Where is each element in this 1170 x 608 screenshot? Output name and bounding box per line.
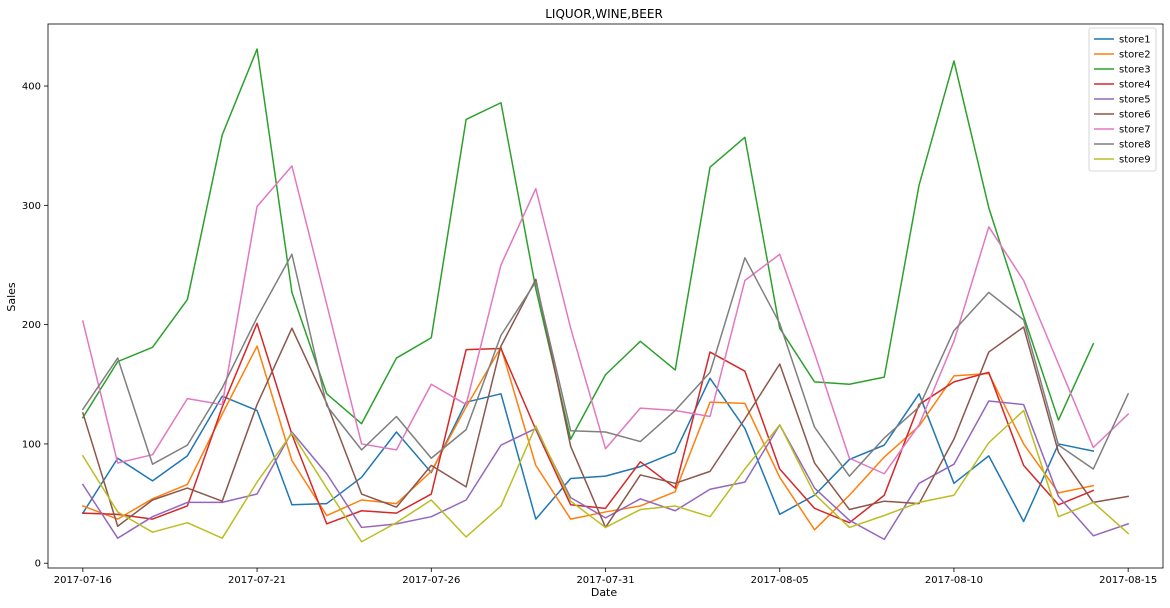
series-line-store7	[81, 165, 1130, 475]
x-axis-title: Date	[591, 586, 618, 599]
legend-label-store8: store8	[1119, 140, 1151, 151]
series-line-store5	[81, 400, 1130, 541]
legend-label-store4: store4	[1119, 80, 1151, 91]
legend-label-store1: store1	[1119, 35, 1151, 46]
y-tick-label: 0	[35, 559, 41, 570]
x-tick-label: 2017-07-16	[54, 575, 112, 586]
x-tick-label: 2017-07-21	[228, 575, 286, 586]
x-tick-label: 2017-07-26	[402, 575, 460, 586]
series-layer	[81, 48, 1130, 543]
axes: 2017-07-16 2017-07-21 2017-07-26 2017-07-31…	[22, 23, 1164, 586]
legend-label-store3: store3	[1119, 65, 1151, 76]
legend-label-store2: store2	[1119, 50, 1151, 61]
legend-label-store9: store9	[1119, 155, 1151, 166]
legend-label-store6: store6	[1119, 110, 1151, 121]
y-tick-label: 300	[22, 201, 41, 212]
legend-box	[1088, 27, 1157, 172]
series-line-store4	[82, 322, 1095, 525]
series-line-store3	[81, 48, 1095, 440]
legend-label-store7: store7	[1119, 125, 1151, 136]
y-axis-title: Sales	[5, 282, 18, 312]
legend-label-store5: store5	[1119, 95, 1151, 106]
series-line-store2	[81, 345, 1095, 531]
plot-frame	[47, 23, 1164, 569]
y-tick-label: 200	[22, 320, 41, 331]
x-tick-label: 2017-07-31	[576, 575, 634, 586]
series-line-store9	[81, 409, 1130, 543]
x-tick-label: 2017-08-10	[925, 575, 983, 586]
y-tick-label: 400	[22, 82, 41, 93]
series-line-store1	[81, 377, 1095, 523]
chart-title: LIQUOR,WINE,BEER	[545, 7, 663, 21]
legend: store1 store2 store3 store4 store5 store6 stor…	[1088, 27, 1157, 172]
x-tick-label: 2017-08-05	[751, 575, 809, 586]
series-line-store8	[81, 253, 1130, 477]
y-tick-label: 100	[22, 439, 41, 450]
x-tick-label: 2017-08-15	[1099, 575, 1157, 586]
